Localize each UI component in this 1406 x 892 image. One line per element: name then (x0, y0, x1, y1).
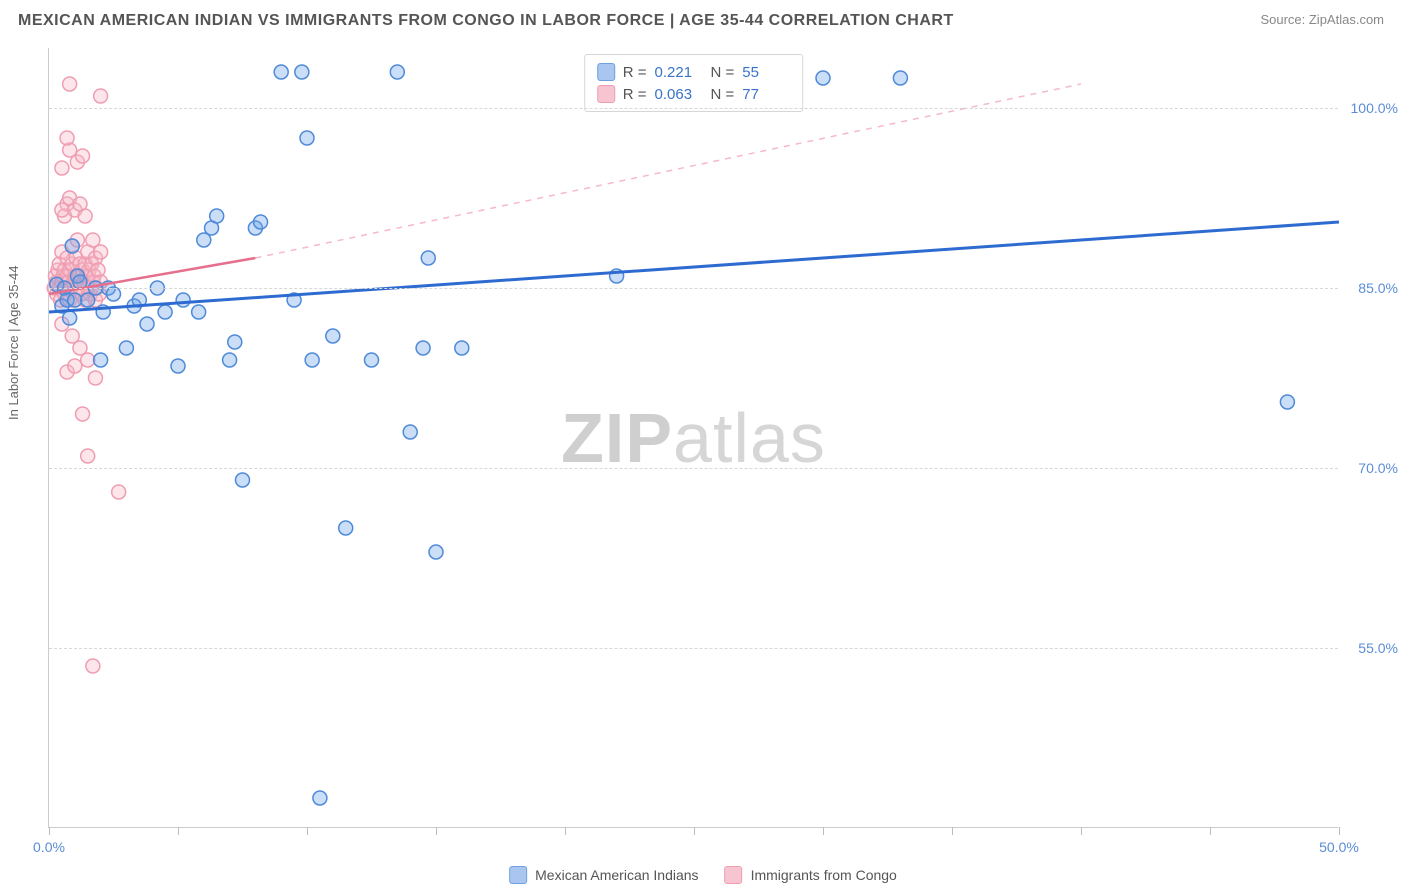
source-attribution: Source: ZipAtlas.com (1260, 12, 1384, 27)
gridline (49, 648, 1338, 649)
y-tick-label: 70.0% (1344, 460, 1398, 476)
x-tick-label: 0.0% (33, 839, 65, 855)
x-tick (1081, 827, 1082, 835)
legend-item-pink: Immigrants from Congo (725, 866, 897, 884)
series-legend: Mexican American Indians Immigrants from… (509, 866, 897, 884)
x-tick-label: 50.0% (1319, 839, 1359, 855)
y-tick-label: 85.0% (1344, 280, 1398, 296)
x-tick (307, 827, 308, 835)
gridline (49, 288, 1338, 289)
scatter-chart: ZIPatlas R = 0.221 N = 55 R = 0.063 N = … (48, 48, 1338, 828)
x-tick (823, 827, 824, 835)
x-tick (49, 827, 50, 835)
gridline (49, 468, 1338, 469)
chart-title: MEXICAN AMERICAN INDIAN VS IMMIGRANTS FR… (18, 12, 954, 30)
x-tick (178, 827, 179, 835)
legend-item-blue: Mexican American Indians (509, 866, 698, 884)
legend-label: Immigrants from Congo (751, 867, 897, 883)
swatch-pink (725, 866, 743, 884)
x-tick (1339, 827, 1340, 835)
x-tick (565, 827, 566, 835)
y-tick-label: 100.0% (1344, 100, 1398, 116)
plot-svg (49, 48, 1338, 827)
x-tick (436, 827, 437, 835)
x-tick (694, 827, 695, 835)
gridline (49, 108, 1338, 109)
y-axis-label: In Labor Force | Age 35-44 (6, 266, 21, 420)
x-tick (952, 827, 953, 835)
legend-label: Mexican American Indians (535, 867, 698, 883)
y-tick-label: 55.0% (1344, 640, 1398, 656)
x-tick (1210, 827, 1211, 835)
swatch-blue (509, 866, 527, 884)
